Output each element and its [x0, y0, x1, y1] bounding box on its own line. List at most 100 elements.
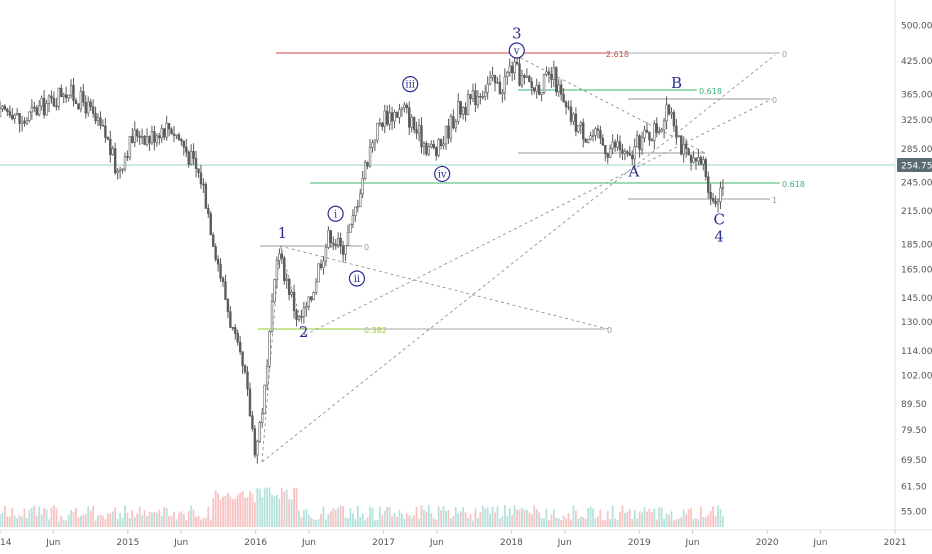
fib-0382-label: 0.382 — [364, 326, 387, 335]
price-tick-label: 325.00 — [901, 116, 932, 126]
volume-bar — [300, 517, 303, 527]
volume-bar — [315, 520, 318, 527]
candle-body — [322, 260, 325, 268]
price-tick-label: 285.00 — [901, 145, 932, 155]
volume-bar — [432, 517, 435, 527]
candle-body — [138, 135, 141, 138]
candle-body — [383, 110, 386, 127]
candle-body — [238, 341, 242, 352]
candle-body — [631, 155, 634, 160]
volume-bar — [376, 519, 379, 527]
candle-body — [175, 134, 178, 137]
candle-body — [236, 333, 239, 343]
volume-bar — [565, 518, 567, 527]
candle-body — [385, 110, 389, 125]
volume-bar — [231, 499, 234, 527]
volume-bar — [219, 499, 222, 527]
candle-body — [295, 310, 298, 320]
candle-body — [628, 153, 632, 156]
wave-circle-label-ii: ii — [354, 274, 360, 285]
candle-body — [498, 81, 502, 95]
volume-bar — [111, 511, 114, 527]
candle-body — [670, 112, 673, 115]
price-tick-label: 61.50 — [901, 483, 927, 493]
candle-body — [104, 125, 107, 138]
volume-bar — [572, 505, 575, 527]
volume-bar — [641, 512, 643, 527]
candle-body — [572, 113, 575, 122]
volume-bar — [658, 507, 661, 527]
volume-bar — [699, 506, 702, 527]
wave-circle-iv — [434, 165, 451, 183]
candle-body — [1, 105, 4, 110]
volume-bar — [682, 509, 685, 527]
candle-body — [351, 215, 355, 225]
candle-body — [599, 129, 602, 139]
volume-bar — [702, 516, 705, 527]
candle-body — [312, 292, 315, 300]
volume-bar — [293, 487, 295, 527]
candle-body — [633, 146, 636, 160]
candle-body — [140, 136, 144, 138]
candle-body — [3, 105, 7, 110]
candle-body — [694, 157, 698, 162]
candle-body — [550, 74, 553, 80]
candle-body — [25, 120, 29, 124]
candle-body — [640, 137, 644, 150]
volume-bar — [79, 515, 82, 527]
candle-body — [89, 101, 92, 108]
volume-bar — [222, 496, 224, 527]
candle-body — [99, 117, 102, 126]
volume-bar — [263, 487, 266, 527]
candle-body — [486, 83, 489, 93]
volume-bar — [371, 507, 374, 527]
volume-bar — [499, 518, 501, 527]
volume-bar — [391, 516, 393, 527]
candle-body — [243, 365, 247, 373]
candle-body — [79, 91, 83, 110]
volume-bar — [516, 509, 518, 527]
candle-body — [697, 157, 700, 162]
volume-bar — [62, 519, 65, 527]
candle-body — [30, 106, 34, 113]
volume-bar — [604, 519, 607, 527]
candle-body — [77, 103, 80, 110]
volume-bar — [479, 512, 482, 527]
volume-bar — [351, 513, 354, 527]
volume-bar — [579, 516, 582, 527]
candle-body — [403, 104, 406, 109]
candle-body — [314, 281, 318, 293]
volume-bar — [53, 505, 55, 527]
volume-bar — [38, 506, 41, 527]
volume-bar — [55, 508, 58, 527]
candle-body — [648, 131, 651, 141]
volume-bar — [621, 505, 624, 527]
candle-body — [72, 84, 75, 101]
volume-bar — [369, 506, 371, 527]
volume-bar — [653, 508, 656, 527]
volume-bar — [599, 509, 602, 527]
candle-body — [699, 157, 703, 165]
volume-bar — [386, 506, 389, 527]
candle-body — [653, 123, 656, 142]
volume-bar — [13, 515, 16, 527]
volume-bar — [680, 517, 683, 527]
volume-bar — [587, 508, 590, 527]
candle-body — [459, 101, 462, 115]
volume-bar — [327, 514, 330, 527]
candle-body — [18, 113, 21, 124]
volume-bar — [398, 510, 401, 527]
candle-body — [547, 71, 551, 75]
candle-body — [667, 104, 671, 115]
candle-body — [412, 117, 416, 130]
wave-circle-i — [327, 205, 344, 222]
wave-circle-label-iv: iv — [438, 169, 447, 180]
volume-bar — [410, 517, 413, 527]
volume-bar — [518, 509, 521, 527]
volume-bar — [320, 513, 322, 527]
candle-body — [692, 157, 695, 163]
candle-body — [359, 193, 362, 207]
candle-body — [645, 129, 649, 133]
